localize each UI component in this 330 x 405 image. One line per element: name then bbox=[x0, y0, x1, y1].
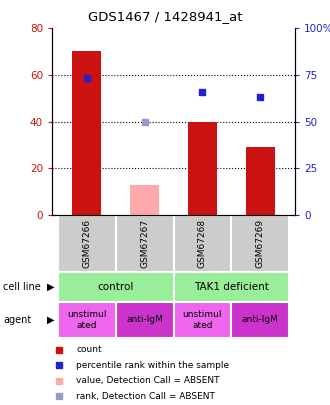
Text: unstimul
ated: unstimul ated bbox=[67, 310, 107, 330]
Text: cell line: cell line bbox=[3, 282, 41, 292]
Text: anti-IgM: anti-IgM bbox=[242, 315, 279, 324]
Text: count: count bbox=[76, 345, 102, 354]
Text: GSM67267: GSM67267 bbox=[140, 219, 149, 268]
Bar bbox=[231, 302, 289, 338]
Text: anti-IgM: anti-IgM bbox=[126, 315, 163, 324]
Bar bbox=[72, 51, 101, 215]
Bar bbox=[188, 122, 217, 215]
Text: percentile rank within the sample: percentile rank within the sample bbox=[76, 361, 229, 370]
Text: control: control bbox=[97, 282, 134, 292]
Bar bbox=[246, 147, 275, 215]
Bar bbox=[115, 215, 174, 272]
Text: TAK1 deficient: TAK1 deficient bbox=[194, 282, 269, 292]
Bar bbox=[58, 215, 115, 272]
Text: ▶: ▶ bbox=[48, 315, 55, 325]
Bar bbox=[130, 185, 159, 215]
Text: GSM67269: GSM67269 bbox=[256, 219, 265, 268]
Text: value, Detection Call = ABSENT: value, Detection Call = ABSENT bbox=[76, 376, 220, 385]
Text: unstimul
ated: unstimul ated bbox=[183, 310, 222, 330]
Bar bbox=[58, 302, 115, 338]
Text: GSM67266: GSM67266 bbox=[82, 219, 91, 268]
Text: GDS1467 / 1428941_at: GDS1467 / 1428941_at bbox=[88, 10, 242, 23]
Bar bbox=[174, 272, 289, 302]
Bar bbox=[58, 272, 174, 302]
Bar bbox=[231, 215, 289, 272]
Text: GSM67268: GSM67268 bbox=[198, 219, 207, 268]
Bar bbox=[115, 302, 174, 338]
Bar bbox=[174, 215, 231, 272]
Text: agent: agent bbox=[3, 315, 32, 325]
Text: ▶: ▶ bbox=[48, 282, 55, 292]
Bar bbox=[174, 302, 231, 338]
Text: rank, Detection Call = ABSENT: rank, Detection Call = ABSENT bbox=[76, 392, 215, 401]
